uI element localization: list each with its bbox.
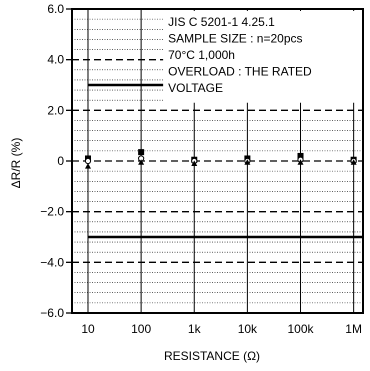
x-tick-label: 100 <box>131 322 151 336</box>
y-tick-labels: 6.0 4.0 2.0 0 −2.0 −4.0 −6.0 <box>40 2 64 320</box>
square-marker <box>138 149 145 156</box>
x-tick-label: 1M <box>345 322 362 336</box>
y-tick-label: 2.0 <box>47 103 64 117</box>
x-axis-label: RESISTANCE (Ω) <box>164 349 260 363</box>
triangle-marker <box>191 160 198 167</box>
triangle-marker <box>297 159 304 165</box>
annotation-box: JIS C 5201-1 4.25.1 SAMPLE SIZE : n=20pc… <box>163 11 362 103</box>
x-tick-label: 100k <box>287 322 314 336</box>
y-tick-label: 6.0 <box>47 2 64 16</box>
annotation-line: JIS C 5201-1 4.25.1 <box>168 15 275 29</box>
y-tick-label: −4.0 <box>40 255 64 269</box>
triangle-marker <box>84 163 91 169</box>
y-tick-label: −6.0 <box>40 306 64 320</box>
y-tick-label: 0 <box>57 154 64 168</box>
triangle-marker <box>138 159 145 165</box>
annotation-line: VOLTAGE <box>168 81 223 95</box>
annotation-line: OVERLOAD : THE RATED <box>168 65 312 79</box>
data-markers <box>84 149 357 169</box>
y-tick-label: −2.0 <box>40 205 64 219</box>
x-tick-label: 10 <box>81 322 95 336</box>
tick-marks <box>66 8 72 314</box>
x-tick-label: 1k <box>188 322 202 336</box>
x-tick-label: 10k <box>238 322 258 336</box>
y-tick-label: 4.0 <box>47 53 64 67</box>
square-marker <box>297 152 304 159</box>
x-tick-labels: 10 100 1k 10k 100k 1M <box>81 322 362 336</box>
annotation-line: SAMPLE SIZE : n=20pcs <box>168 32 302 46</box>
circle-marker <box>84 157 92 165</box>
annotation-line: 70°C 1,000h <box>168 48 235 62</box>
triangle-marker <box>244 159 251 165</box>
y-axis-label: ΔR/R (%) <box>9 138 23 189</box>
triangle-marker <box>350 159 357 165</box>
